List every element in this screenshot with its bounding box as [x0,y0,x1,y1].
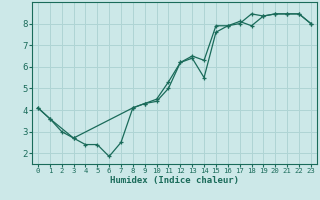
X-axis label: Humidex (Indice chaleur): Humidex (Indice chaleur) [110,176,239,185]
